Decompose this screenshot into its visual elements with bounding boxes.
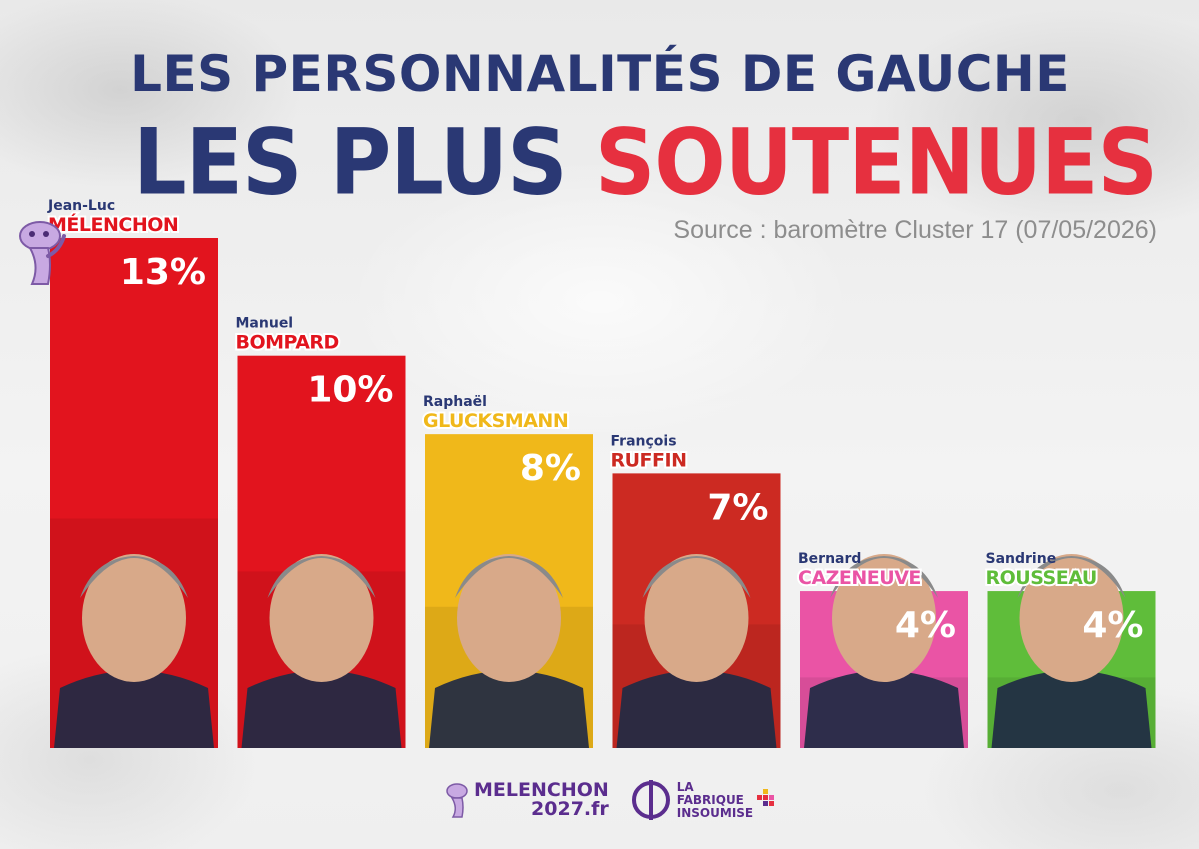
bar-value-label: 4% bbox=[895, 605, 956, 646]
bar-last-name: BOMPARD bbox=[236, 332, 339, 354]
logo1-line2: 2027.fr bbox=[531, 798, 609, 820]
bar-last-name: RUFFIN bbox=[611, 449, 687, 471]
page-title-line2: LES PLUS SOUTENUES bbox=[133, 108, 1158, 216]
mascot-small-icon bbox=[446, 783, 468, 818]
bar-last-name: MÉLENCHON bbox=[48, 213, 178, 236]
logo1-line1: MELENCHON bbox=[474, 779, 609, 801]
page-title-line1: LES PERSONNALITÉS DE GAUCHE bbox=[130, 45, 1070, 103]
melenchon2027-logo[interactable]: MELENCHON 2027.fr bbox=[444, 780, 609, 820]
bar-first-name: Bernard bbox=[798, 551, 861, 567]
logo2-line3: INSOUMISE bbox=[676, 805, 754, 820]
portrait-icon bbox=[429, 554, 589, 748]
bar-first-name: Jean-Luc bbox=[47, 198, 115, 214]
bar-last-name: CAZENEUVE bbox=[798, 567, 921, 589]
bar-value-label: 8% bbox=[520, 448, 581, 489]
mascot-icon bbox=[19, 221, 66, 285]
portrait-icon bbox=[54, 554, 214, 748]
bar-first-name: Manuel bbox=[236, 316, 294, 332]
title-line2-accent: SOUTENUES bbox=[594, 109, 1158, 215]
bar-first-name: Sandrine bbox=[986, 551, 1057, 567]
pixel-squares-icon bbox=[757, 789, 775, 806]
lfi-phi-icon bbox=[631, 780, 670, 820]
portrait-icon bbox=[804, 554, 964, 748]
fabrique-insoumise-logo[interactable]: LA FABRIQUE INSOUMISE bbox=[629, 778, 779, 822]
logo2-line1: LA bbox=[676, 779, 694, 794]
logo2-line2: FABRIQUE bbox=[676, 792, 744, 807]
bar-first-name: Raphaël bbox=[423, 394, 487, 410]
bar-value-label: 13% bbox=[120, 252, 206, 293]
bar-value-label: 4% bbox=[1082, 605, 1143, 646]
bar-value-label: 7% bbox=[707, 487, 768, 528]
title-line2-part1: LES PLUS bbox=[133, 109, 567, 215]
bar-first-name: François bbox=[611, 433, 677, 449]
portrait-icon bbox=[991, 554, 1152, 748]
source-note: Source : baromètre Cluster 17 (07/05/202… bbox=[673, 216, 1157, 244]
footer-logos: MELENCHON 2027.fr LA FABRIQUE INSOUMISE bbox=[444, 770, 779, 830]
bar-value-label: 10% bbox=[307, 370, 393, 411]
bar-last-name: ROUSSEAU bbox=[986, 567, 1097, 589]
portrait-icon bbox=[616, 554, 777, 748]
portrait-icon bbox=[241, 554, 402, 748]
bar-last-name: GLUCKSMANN bbox=[423, 410, 568, 432]
